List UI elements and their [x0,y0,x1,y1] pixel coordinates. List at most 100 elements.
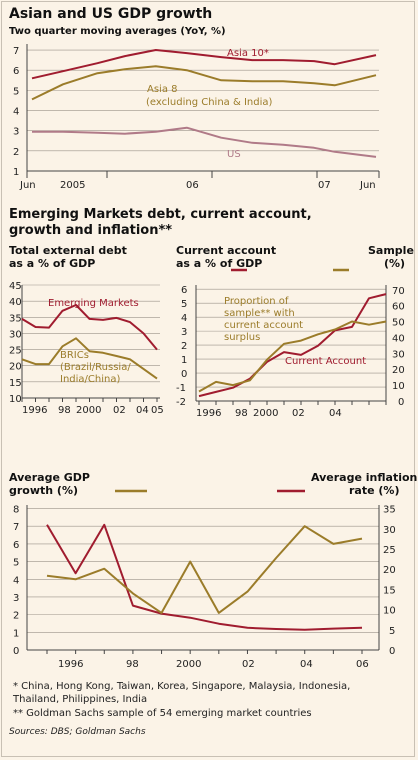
chart4-y-tick: 7 [13,522,19,533]
chart1-y-tick: 7 [13,46,19,57]
chart3-label-proportion: Proportion of [224,296,289,307]
gdp-right-title-line1: Average inflation [311,471,418,484]
chart4-x-tick: 2000 [176,659,201,670]
chart4-x-tick: 1996 [58,659,83,670]
chart4-series-line-inflation [46,523,363,631]
chart1-y-tick: 4 [13,107,19,118]
chart2-label-brics: India/China) [60,374,120,385]
chart3-y-tick: 0 [181,369,187,380]
chart4-x-tick: 04 [300,659,313,670]
chart2-label-em: Emerging Markets [48,298,139,309]
chart2-series-line-2 [21,337,158,380]
chart3-label-proportion: surplus [224,332,260,343]
chart1-x-tick: 07 [318,180,331,191]
chart2-label-brics: BRICs [60,350,89,361]
chart4-series-line-gdp [46,525,363,614]
chart3-y2-tick: 70 [392,286,405,297]
chart1-y-tick: 2 [13,147,19,158]
chart3-y2-tick: 0 [398,397,404,408]
chart2-x-tick: 98 [58,405,71,416]
main-subtitle: Two quarter moving averages (YoY, %) [9,26,226,37]
sources: Sources: DBS; Goldman Sachs [9,727,146,737]
chart4-y2-tick: 25 [383,545,396,556]
chart4-x-tick: 98 [126,659,139,670]
chart3-y2-tick: 20 [392,365,405,376]
chart2-y-tick: 40 [9,297,22,308]
chart2-y-tick: 35 [9,313,22,324]
chart4-y-tick: 4 [13,575,19,586]
chart1-y-tick: 3 [13,127,19,138]
chart1-label-asia10: Asia 10* [227,48,269,59]
chart3-x-tick: 02 [292,408,305,419]
chart3-y2-tick: 10 [392,381,405,392]
chart3-y2-tick: 50 [392,318,405,329]
chart2-x-tick: 05 [151,405,164,416]
chart3-y-tick: -2 [176,397,186,408]
chart1-x-tick: Jun [359,180,376,191]
chart4-y2-tick: 20 [383,565,396,576]
chart1-y-tick: 1 [13,167,19,178]
chart1-series-line-1 [31,49,377,80]
chart3-label-proportion: sample** with [224,308,295,319]
chart2-y-tick: 25 [9,346,22,357]
chart4-y2-tick: 10 [383,606,396,617]
chart3-y2-tick: 30 [392,349,405,360]
chart1-x-tick: Jun [19,180,36,191]
chart3-series-line-2 [198,320,387,393]
chart2-y-tick: 30 [9,329,22,340]
chart3-y-tick: 1 [181,355,187,366]
footnote-2: Thailand, Philippines, India [13,694,148,705]
chart3-label-ca: Current Account [285,356,366,367]
chart1-y-tick: 6 [13,66,19,77]
chart2-label-brics: (Brazil/Russia/ [60,362,131,373]
chart3-y-tick: -1 [176,383,186,394]
chart4-y2-tick: 15 [383,585,396,596]
chart1-series-line-3 [32,126,377,158]
chart4-x-tick: 02 [242,659,255,670]
debt-title-line1: Total external debt [9,244,127,257]
chart4-y-tick: 2 [13,611,19,622]
chart1-x-tick: 2005 [60,180,85,191]
chart3-y2-tick: 40 [392,333,405,344]
footnote-3: ** Goldman Sachs sample of 54 emerging m… [13,708,312,719]
chart3-y-tick: 2 [181,341,187,352]
chart2-y-tick: 10 [9,394,22,405]
chart2-series-line-1 [21,304,158,351]
chart2-y-tick: 15 [9,378,22,389]
chart1-x-tick: 06 [186,180,199,191]
section2-title-line2: growth and inflation** [9,223,173,238]
chart2-x-tick: 2000 [76,405,101,416]
chart4-y2-tick: 35 [383,505,396,516]
chart1-label-asia8: Asia 8 [147,84,178,95]
chart3-x-tick: 04 [329,408,342,419]
chart2-y-tick: 45 [9,281,22,292]
chart3-x-tick: 1996 [196,408,221,419]
chart3-y2-tick: 60 [392,302,405,313]
ca-title-line2: as a % of GDP [176,257,263,270]
chart4-y2-tick: 5 [389,626,395,637]
chart4-y-tick: 5 [13,558,19,569]
chart1-label-asia8-line2: (excluding China & India) [146,97,272,108]
gdp-left-title-line2: growth (%) [9,484,79,497]
chart1-series-line-2 [31,65,377,101]
chart3-label-proportion: current account [224,320,303,331]
chart3-x-tick: 98 [235,408,248,419]
chart3-y-tick: 5 [181,299,187,310]
section2-title-line1: Emerging Markets debt, current account, [9,207,312,222]
chart2-x-tick: 02 [113,405,126,416]
chart3-y-tick: 6 [181,285,187,296]
chart4-y-tick: 3 [13,593,19,604]
chart4-y-tick: 6 [13,540,19,551]
chart1-y-tick: 5 [13,86,19,97]
ca-right-title-line2: (%) [384,257,406,270]
ca-title-line1: Current account [176,244,277,257]
chart4-x-tick: 06 [356,659,369,670]
chart2-y-tick: 20 [9,362,22,373]
main-title: Asian and US GDP growth [9,6,213,22]
chart4-y-tick: 1 [13,628,19,639]
chart3-y-tick: 4 [181,313,187,324]
chart3-x-tick: 2000 [253,408,278,419]
chart2-x-tick: 04 [136,405,149,416]
